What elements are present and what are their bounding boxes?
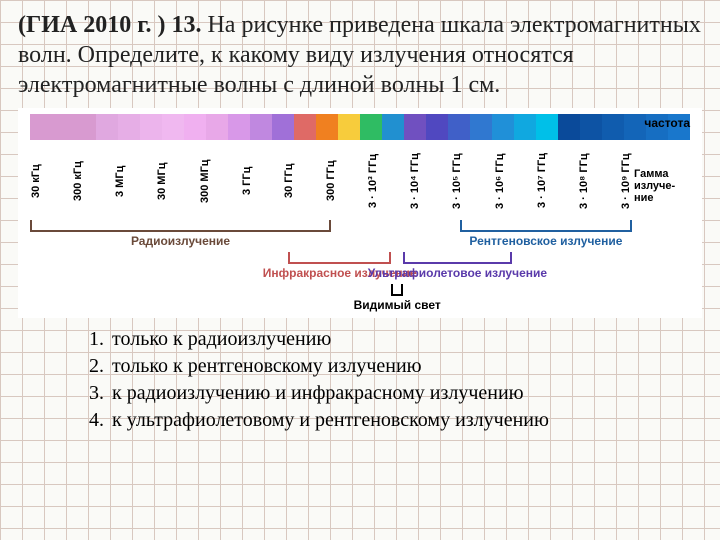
spectrum-segment <box>602 114 624 140</box>
band-label: Ультрафиолетовое излучение <box>368 266 547 280</box>
band-bracket <box>391 284 403 296</box>
spectrum-segment <box>360 114 382 140</box>
band-bracket <box>460 220 632 232</box>
spectrum-segment <box>272 114 294 140</box>
spectrum-diagram: частота 30 кГц300 кГц3 МГц30 МГц300 МГц3… <box>18 108 702 318</box>
spectrum-segment <box>74 114 96 140</box>
spectrum-segment <box>52 114 74 140</box>
answer-text: только к радиоизлучению <box>112 326 331 353</box>
spectrum-segment <box>140 114 162 140</box>
spectrum-segment <box>536 114 558 140</box>
spectrum-segment <box>316 114 338 140</box>
frequency-tick: 3 ГГц <box>241 148 253 214</box>
frequency-tick: 300 ГГц <box>325 148 337 214</box>
spectrum-segment <box>404 114 426 140</box>
spectrum-segment <box>514 114 536 140</box>
answer-number: 2. <box>78 353 104 380</box>
gamma-label: Гамма излуче-ние <box>634 168 690 204</box>
answer-text: к радиоизлучению и инфракрасному излучен… <box>112 380 524 407</box>
answer-number: 3. <box>78 380 104 407</box>
spectrum-segment <box>624 114 646 140</box>
answer-text: только к рентгеновскому излучению <box>112 353 422 380</box>
spectrum-segment <box>426 114 448 140</box>
answer-number: 4. <box>78 407 104 434</box>
spectrum-segment <box>558 114 580 140</box>
frequency-tick: 3 · 10⁹ ГГц <box>620 148 632 214</box>
spectrum-segment <box>228 114 250 140</box>
spectrum-segment <box>338 114 360 140</box>
frequency-tick: 300 кГц <box>72 148 84 214</box>
spectrum-segment <box>184 114 206 140</box>
answer-text: к ультрафиолетовому и рентгеновскому изл… <box>112 407 549 434</box>
band-brackets: РадиоизлучениеИнфракрасное излучениеВиди… <box>30 218 632 314</box>
frequency-tick: 3 · 10⁷ ГГц <box>536 148 548 214</box>
frequency-tick: 300 МГц <box>199 148 211 214</box>
spectrum-segment <box>580 114 602 140</box>
spectrum-segment <box>30 114 52 140</box>
spectrum-segment <box>294 114 316 140</box>
band-bracket <box>403 252 511 264</box>
frequency-label: частота <box>644 116 690 130</box>
question-text: (ГИА 2010 г. ) 13. На рисунке приведена … <box>18 10 702 100</box>
frequency-tick: 3 МГц <box>114 148 126 214</box>
frequency-tick: 30 МГц <box>156 148 168 214</box>
spectrum-segment <box>382 114 404 140</box>
spectrum-segment <box>162 114 184 140</box>
spectrum-segment <box>118 114 140 140</box>
band-bracket <box>30 220 331 232</box>
frequency-tick: 3 · 10⁵ ГГц <box>451 148 463 214</box>
frequency-tick: 3 · 10⁴ ГГц <box>409 148 421 214</box>
spectrum-segment <box>492 114 514 140</box>
answer-option[interactable]: 2. только к рентгеновскому излучению <box>78 353 702 380</box>
band-label: Видимый свет <box>354 298 441 312</box>
frequency-tick: 30 кГц <box>30 148 42 214</box>
frequency-tick: 30 ГГц <box>283 148 295 214</box>
band-label: Радиоизлучение <box>131 234 230 248</box>
frequency-tick: 3 · 10⁸ ГГц <box>578 148 590 214</box>
spectrum-segment <box>206 114 228 140</box>
spectrum-segment <box>250 114 272 140</box>
frequency-tick: 3 · 10³ ГГц <box>367 148 379 214</box>
answer-number: 1. <box>78 326 104 353</box>
spectrum-segment <box>96 114 118 140</box>
answer-option[interactable]: 3. к радиоизлучению и инфракрасному излуч… <box>78 380 702 407</box>
answer-option[interactable]: 1. только к радиоизлучению <box>78 326 702 353</box>
answer-list: 1. только к радиоизлучению 2. только к рент… <box>18 326 702 434</box>
band-bracket <box>288 252 391 264</box>
frequency-ticks: 30 кГц 300 кГц 3 МГц 30 МГц 300 МГц 3 ГГц 30 Г… <box>30 148 632 214</box>
spectrum-segment <box>448 114 470 140</box>
frequency-tick: 3 · 10⁶ ГГц <box>494 148 506 214</box>
spectrum-gradient <box>30 114 690 140</box>
band-label: Рентгеновское излучение <box>469 234 622 248</box>
question-prefix: (ГИА 2010 г. ) 13. <box>18 12 207 38</box>
answer-option[interactable]: 4. к ультрафиолетовому и рентгеновскому и… <box>78 407 702 434</box>
spectrum-segment <box>470 114 492 140</box>
